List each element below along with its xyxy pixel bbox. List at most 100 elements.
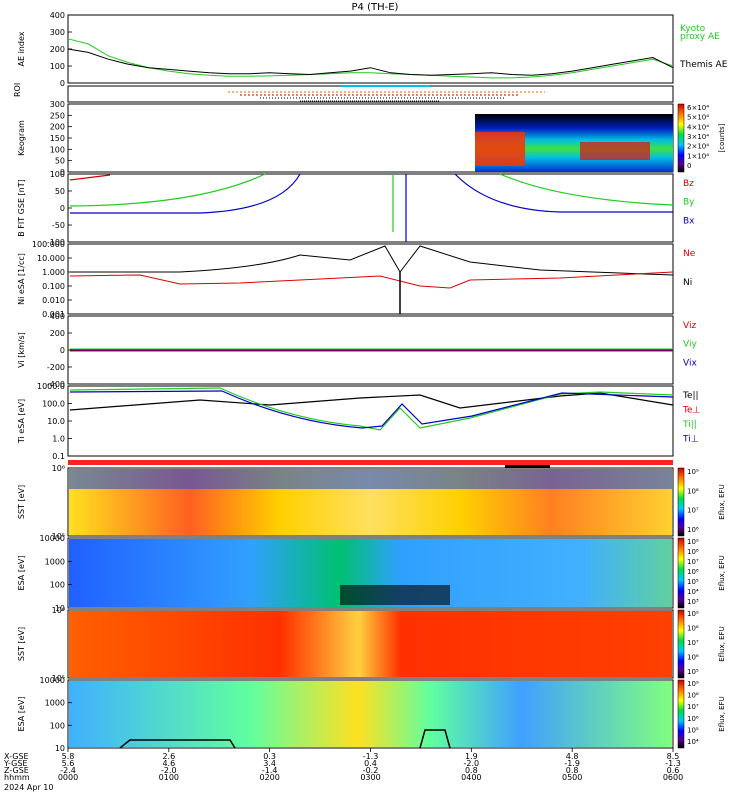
colorbar-tick-label: 10⁴ — [687, 588, 699, 596]
y-tick-label: 10⁵ — [52, 674, 65, 683]
legend-te--: Te|| — [682, 391, 699, 401]
bfield-panel-frame — [67, 173, 674, 243]
y-axis-title-9: ESA [eV] — [17, 697, 26, 732]
y-axis-title-3: Ni eSA [1/cc] — [17, 253, 26, 305]
sst-ion-panel-frame — [67, 467, 674, 537]
x-axis-cell: 8.5 — [667, 752, 680, 761]
y-tick-label: 200 — [50, 329, 65, 338]
y-tick-label: 250 — [50, 111, 65, 120]
colorbar-tick-label: 10⁵ — [687, 726, 699, 734]
x-axis-cell: 0.3 — [263, 752, 276, 761]
x-axis-cell: -2.0 — [161, 766, 177, 775]
x-axis-cell: 0500 — [562, 773, 582, 782]
separator-black-segment — [505, 465, 550, 468]
x-axis-row-name: 2024 Apr 10 — [4, 783, 53, 792]
y-axis-title-7: ESA [eV] — [17, 556, 26, 591]
y-axis-title-8: SST [eV] — [17, 627, 26, 661]
esa-ion-colorbar — [677, 537, 685, 609]
colorbars — [677, 103, 685, 749]
y-tick-label: 150 — [50, 134, 65, 143]
colorbar-tick-label: 10⁷ — [687, 639, 699, 647]
legend-te-: Te⊥ — [682, 406, 701, 416]
y-axis-title-6: SST [eV] — [17, 485, 26, 519]
colorbar-tick-label: 10⁸ — [687, 692, 699, 700]
colorbar-tick-label: 10⁸ — [687, 625, 699, 633]
keogram-colorbar — [677, 103, 685, 173]
y-axis-title-1: Keogram — [17, 120, 26, 156]
ae-series-group — [67, 38, 674, 79]
spectrograms — [69, 469, 672, 749]
colorbar-tick-label: 10³ — [687, 598, 699, 606]
legend-bx: Bx — [683, 216, 695, 226]
y-tick-label: 100.0 — [42, 400, 65, 409]
colorbar-tick-label: 4×10⁴ — [687, 123, 709, 131]
colorbar-tick-label: 10⁶ — [687, 568, 699, 576]
axis-labels-group: AE index4003002001000Keogram300250200150… — [17, 11, 726, 753]
density-panel-frame — [67, 243, 674, 315]
x-axis-row-name: X-GSE — [4, 752, 29, 761]
colorbar-tick-label: 10⁶ — [687, 526, 699, 534]
y-tick-label: 10 — [55, 744, 65, 753]
velocity-curves — [70, 348, 673, 352]
legend-ti--: Ti|| — [682, 420, 697, 430]
y-axis-title-2: B FIT GSE [nT] — [17, 179, 26, 237]
by-curve — [69, 173, 674, 207]
y-tick-label: -200 — [47, 363, 65, 372]
y-tick-label: 10⁶ — [52, 606, 65, 615]
x-axis-row-name: Y-GSE — [3, 759, 27, 768]
y-tick-label: 300 — [50, 28, 65, 37]
esa-ion-black-patch — [340, 585, 450, 605]
legend-vix: Vix — [683, 358, 697, 368]
legend-viy: Viy — [683, 340, 697, 350]
x-axis-cell: -1.9 — [564, 759, 580, 768]
x-axis-cell: -0.2 — [363, 766, 379, 775]
roi-label: ROI — [13, 83, 22, 97]
y-tick-label: 0 — [60, 79, 65, 88]
colorbar-tick-label: 10⁷ — [687, 703, 699, 711]
colorbar-tick-label: 10⁹ — [687, 538, 699, 546]
y-tick-label: 10⁵ — [52, 532, 65, 541]
colorbar-tick-label: 10⁵ — [687, 578, 699, 586]
y-tick-label: 0.100 — [42, 282, 65, 291]
esa-ion-panel-frame — [67, 537, 674, 609]
y-tick-label: 10000 — [40, 676, 65, 685]
colorbar-tick-label: 10⁷ — [687, 558, 699, 566]
x-axis-cell: 0.6 — [667, 766, 680, 775]
colorbar-tick-label: 10⁷ — [687, 507, 699, 515]
y-tick-label: 50 — [55, 157, 65, 166]
y-tick-label: -400 — [47, 380, 65, 389]
y-tick-label: 100.000 — [32, 240, 65, 249]
colorbar-tick-label: 0 — [687, 162, 691, 170]
y-tick-label: 200 — [50, 123, 65, 132]
colorbar-tick-label: 10⁵ — [687, 668, 699, 676]
x-axis-cell: 0.4 — [364, 759, 377, 768]
y-tick-label: 400 — [50, 312, 65, 321]
y-tick-label: -50 — [52, 221, 65, 230]
bx-curve — [70, 173, 673, 214]
legend-ti-: Ti⊥ — [682, 435, 699, 445]
density-curves — [69, 245, 674, 314]
x-axis-cell: -2.4 — [60, 766, 76, 775]
temperature-panel-frame — [67, 385, 674, 457]
y-tick-label: 100 — [50, 721, 65, 730]
ne-curve — [69, 271, 674, 289]
y-tick-label: 0 — [60, 346, 65, 355]
esa-electron-spectrogram — [69, 681, 672, 747]
colorbar-tick-label: 10⁸ — [687, 548, 699, 556]
colorbar-tick-label: 10⁴ — [687, 738, 699, 746]
x-axis-row-name: Z-GSE — [4, 766, 29, 775]
colorbar-title: Eflux, EFU — [718, 555, 726, 590]
te-par-curve — [69, 392, 674, 411]
legend-by: By — [683, 198, 695, 208]
roi-panel-frame — [67, 85, 674, 103]
x-axis-cell: 4.6 — [162, 759, 175, 768]
y-tick-label: 100 — [50, 581, 65, 590]
y-tick-label: 10.000 — [37, 254, 65, 263]
x-axis-cell: -1.3 — [363, 752, 379, 761]
x-axis-cell: 0200 — [259, 773, 279, 782]
y-tick-label: 0 — [60, 168, 65, 177]
separator-bar — [68, 460, 673, 465]
keogram-image — [475, 114, 673, 172]
y-tick-label: 0 — [60, 204, 65, 213]
